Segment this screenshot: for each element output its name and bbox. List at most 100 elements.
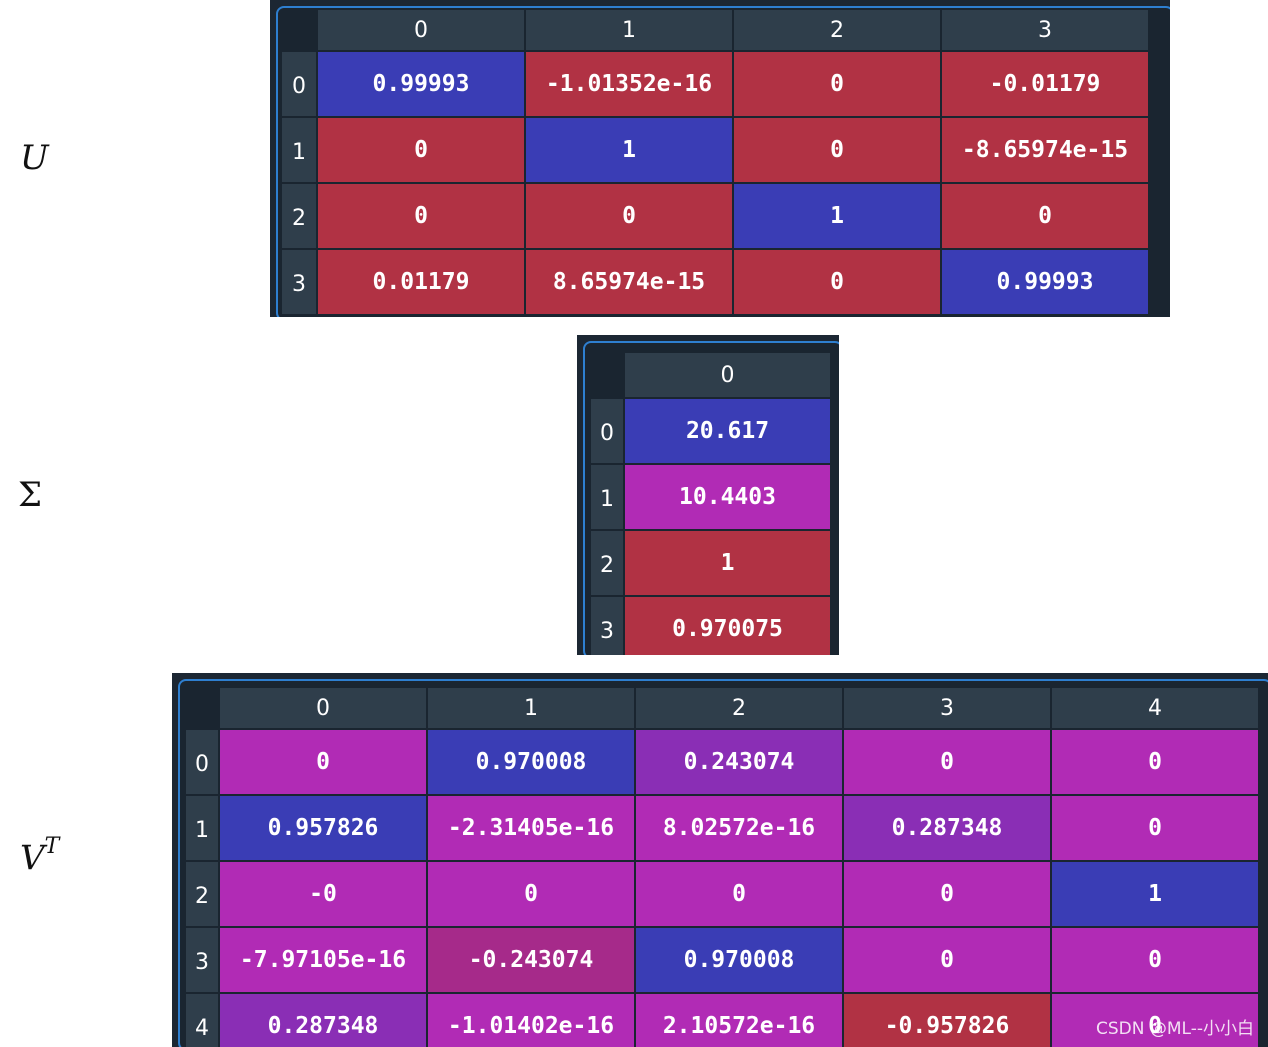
table-row: 0 0.99993 -1.01352e-16 0 -0.01179 xyxy=(282,52,1148,116)
vt-table-panel: 0 1 2 3 4 0 0 0.970008 0.243074 0 0 1 0.957826 -2.314… xyxy=(172,673,1268,1047)
row-index-2: 2 xyxy=(186,862,218,926)
table-row: 3 0.01179 8.65974e-15 0 0.99993 xyxy=(282,250,1148,314)
table-row: 1 10.4403 xyxy=(591,465,830,529)
column-header-2: 2 xyxy=(734,10,940,50)
watermark: CSDN @ML--小小白 xyxy=(1096,1019,1254,1039)
cell-1-2: 0 xyxy=(734,118,940,182)
cell-0-1: -1.01352e-16 xyxy=(526,52,732,116)
cell-0-2: 0.243074 xyxy=(636,730,842,794)
cell-1-2: 8.02572e-16 xyxy=(636,796,842,860)
row-index-1: 1 xyxy=(186,796,218,860)
label-v-text: V xyxy=(20,838,45,879)
cell-1-0: 10.4403 xyxy=(625,465,830,529)
u-table-panel: 0 1 2 3 0 0.99993 -1.01352e-16 0 -0.01179 1 0 1 0 -8.… xyxy=(270,0,1170,317)
vt-dataframe: 0 1 2 3 4 0 0 0.970008 0.243074 0 0 1 0.957826 -2.314… xyxy=(184,686,1260,1047)
cell-2-1: 0 xyxy=(428,862,634,926)
cell-0-1: 0.970008 xyxy=(428,730,634,794)
cell-3-0: 0.01179 xyxy=(318,250,524,314)
cell-0-2: 0 xyxy=(734,52,940,116)
u-dataframe: 0 1 2 3 0 0.99993 -1.01352e-16 0 -0.01179 1 0 1 0 -8.… xyxy=(280,8,1150,316)
column-header-0: 0 xyxy=(625,353,830,397)
cell-2-2: 0 xyxy=(636,862,842,926)
column-header-1: 1 xyxy=(526,10,732,50)
row-index-3: 3 xyxy=(282,250,316,314)
cell-0-0: 20.617 xyxy=(625,399,830,463)
label-u-text: U xyxy=(20,138,49,178)
cell-2-0: 0 xyxy=(318,184,524,248)
matrix-label-u: U xyxy=(20,138,49,178)
row-index-3: 3 xyxy=(591,597,623,655)
column-header-0: 0 xyxy=(220,688,426,728)
row-index-3: 3 xyxy=(186,928,218,992)
table-row: 1 0 1 0 -8.65974e-15 xyxy=(282,118,1148,182)
matrix-label-vt: VT xyxy=(20,834,59,879)
table-row: 0 0 0.970008 0.243074 0 0 xyxy=(186,730,1258,794)
cell-1-3: -8.65974e-15 xyxy=(942,118,1148,182)
cell-2-0: 1 xyxy=(625,531,830,595)
cell-3-3: 0 xyxy=(844,928,1050,992)
cell-2-0: -0 xyxy=(220,862,426,926)
cell-4-0: 0.287348 xyxy=(220,994,426,1047)
matrix-label-sigma: Σ xyxy=(18,475,42,515)
cell-3-1: 8.65974e-15 xyxy=(526,250,732,314)
cell-1-1: -2.31405e-16 xyxy=(428,796,634,860)
cell-4-4: 0 xyxy=(1052,994,1258,1047)
row-index-1: 1 xyxy=(282,118,316,182)
cell-1-0: 0 xyxy=(318,118,524,182)
column-header-3: 3 xyxy=(942,10,1148,50)
cell-3-1: -0.243074 xyxy=(428,928,634,992)
row-index-0: 0 xyxy=(591,399,623,463)
table-row: 3 -7.97105e-16 -0.243074 0.970008 0 0 xyxy=(186,928,1258,992)
cell-2-3: 0 xyxy=(942,184,1148,248)
column-header-1: 1 xyxy=(428,688,634,728)
cell-3-4: 0 xyxy=(1052,928,1258,992)
row-index-2: 2 xyxy=(282,184,316,248)
cell-4-3: -0.957826 xyxy=(844,994,1050,1047)
column-header-3: 3 xyxy=(844,688,1050,728)
row-index-4: 4 xyxy=(186,994,218,1047)
cell-1-3: 0.287348 xyxy=(844,796,1050,860)
corner-cell xyxy=(282,10,316,50)
corner-cell xyxy=(591,353,623,397)
column-header-0: 0 xyxy=(318,10,524,50)
cell-3-0: -7.97105e-16 xyxy=(220,928,426,992)
cell-1-1: 1 xyxy=(526,118,732,182)
cell-3-3: 0.99993 xyxy=(942,250,1148,314)
cell-4-2: 2.10572e-16 xyxy=(636,994,842,1047)
cell-2-2: 1 xyxy=(734,184,940,248)
table-row: 4 0.287348 -1.01402e-16 2.10572e-16 -0.95782… xyxy=(186,994,1258,1047)
cell-4-1: -1.01402e-16 xyxy=(428,994,634,1047)
cell-0-3: -0.01179 xyxy=(942,52,1148,116)
label-sigma-text: Σ xyxy=(18,475,43,515)
cell-3-0: 0.970075 xyxy=(625,597,830,655)
cell-2-1: 0 xyxy=(526,184,732,248)
table-row: 0 20.617 xyxy=(591,399,830,463)
cell-0-3: 0 xyxy=(844,730,1050,794)
row-index-0: 0 xyxy=(186,730,218,794)
cell-3-2: 0.970008 xyxy=(636,928,842,992)
cell-0-4: 0 xyxy=(1052,730,1258,794)
table-row: 3 0.970075 xyxy=(591,597,830,655)
row-index-0: 0 xyxy=(282,52,316,116)
header-row: 0 xyxy=(591,353,830,397)
cell-2-4: 1 xyxy=(1052,862,1258,926)
row-index-1: 1 xyxy=(591,465,623,529)
cell-0-0: 0.99993 xyxy=(318,52,524,116)
cell-2-3: 0 xyxy=(844,862,1050,926)
cell-3-2: 0 xyxy=(734,250,940,314)
label-v-superscript: T xyxy=(44,834,60,859)
row-index-2: 2 xyxy=(591,531,623,595)
cell-0-0: 0 xyxy=(220,730,426,794)
column-header-4: 4 xyxy=(1052,688,1258,728)
table-row: 2 -0 0 0 0 1 xyxy=(186,862,1258,926)
cell-1-0: 0.957826 xyxy=(220,796,426,860)
corner-cell xyxy=(186,688,218,728)
column-header-2: 2 xyxy=(636,688,842,728)
cell-1-4: 0 xyxy=(1052,796,1258,860)
sigma-table-panel: 0 0 20.617 1 10.4403 2 1 3 0.970075 xyxy=(577,335,839,655)
sigma-dataframe: 0 0 20.617 1 10.4403 2 1 3 0.970075 xyxy=(589,351,832,655)
